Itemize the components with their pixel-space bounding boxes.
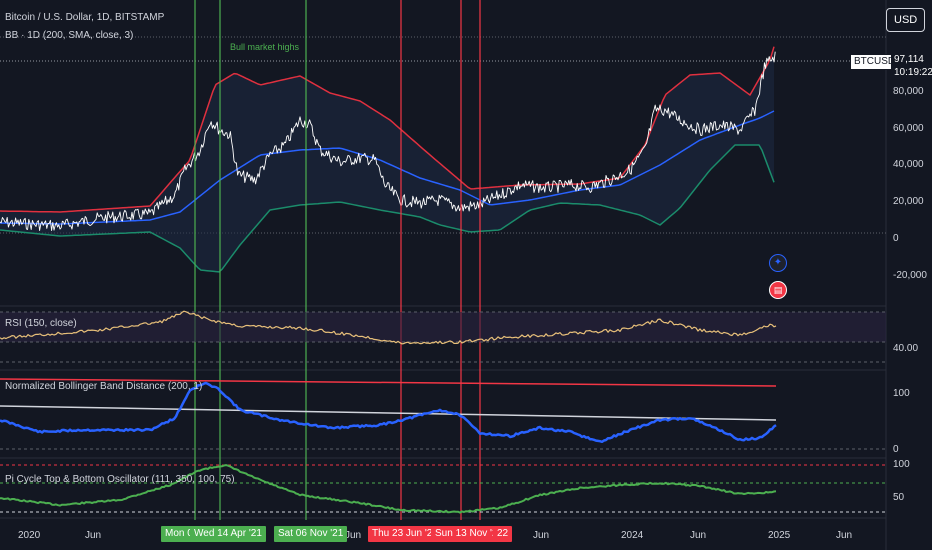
x-tick: 2024 bbox=[621, 530, 644, 541]
y-tick: -20,000 bbox=[893, 270, 927, 281]
pi-axis-tick: 50 bbox=[893, 492, 905, 503]
nbbd-upper-threshold bbox=[0, 378, 777, 387]
date-tag-red: Thu 23 Jun '22 bbox=[368, 526, 442, 542]
rsi-pane-label[interactable]: RSI (150, close) bbox=[5, 318, 77, 329]
bull-market-highs-note: Bull market highs bbox=[230, 42, 300, 52]
y-tick: 40,000 bbox=[893, 159, 924, 170]
nbbd-axis-tick: 100 bbox=[893, 388, 910, 399]
bb-fill bbox=[0, 46, 774, 272]
date-tag-green: Mon 0 bbox=[161, 526, 197, 542]
x-tick: Jun bbox=[836, 530, 853, 541]
x-tick: Jun bbox=[533, 530, 550, 541]
x-tick: Jun bbox=[690, 530, 707, 541]
bb-lower-line bbox=[0, 144, 775, 273]
date-tag-red: Sun 13 Nov '22 bbox=[431, 526, 508, 542]
bb-indicator-label[interactable]: BB · 1D (200, SMA, close, 3) bbox=[5, 30, 134, 41]
date-tag-green: Sat 06 Nov '21 bbox=[274, 526, 348, 542]
x-tick: 2020 bbox=[18, 530, 41, 541]
rsi-axis-tick: 40.00 bbox=[893, 343, 919, 354]
nbbd-middle-threshold bbox=[0, 405, 777, 421]
x-tick: 2025 bbox=[768, 530, 791, 541]
rsi-line bbox=[0, 310, 777, 345]
countdown-timer: 10:19:22 bbox=[891, 66, 932, 79]
nbbd-line bbox=[0, 381, 777, 444]
symbol-title: Bitcoin / U.S. Dollar, 1D, BITSTAMP bbox=[5, 12, 165, 23]
y-tick: 20,000 bbox=[893, 196, 924, 207]
y-tick: 0 bbox=[893, 233, 899, 244]
y-tick: 80,000 bbox=[893, 86, 924, 97]
pi-line bbox=[0, 464, 777, 514]
x-tick: Jun bbox=[85, 530, 102, 541]
y-tick: 60,000 bbox=[893, 123, 924, 134]
pi-axis-tick: 100 bbox=[893, 459, 910, 470]
pi-pane-label[interactable]: Pi Cycle Top & Bottom Oscillator (111, 3… bbox=[5, 474, 235, 485]
currency-button[interactable]: USD bbox=[886, 8, 926, 32]
last-price: 97,114 bbox=[891, 53, 927, 66]
rsi-band-fill bbox=[0, 312, 886, 342]
date-tag-green: Wed 14 Apr '21 bbox=[190, 526, 266, 542]
bb-middle-line bbox=[0, 110, 775, 225]
date-tag-red: 22 bbox=[493, 526, 513, 542]
event-star-icon[interactable]: ✦ bbox=[769, 254, 787, 272]
nbbd-axis-tick: 0 bbox=[893, 444, 899, 455]
nbbd-pane-label[interactable]: Normalized Bollinger Band Distance (200,… bbox=[5, 381, 203, 392]
x-tick: Jun bbox=[345, 530, 362, 541]
price-line bbox=[0, 51, 776, 232]
bb-upper-line bbox=[0, 46, 775, 213]
us-flag-event-icon[interactable]: ▤ bbox=[769, 281, 787, 299]
